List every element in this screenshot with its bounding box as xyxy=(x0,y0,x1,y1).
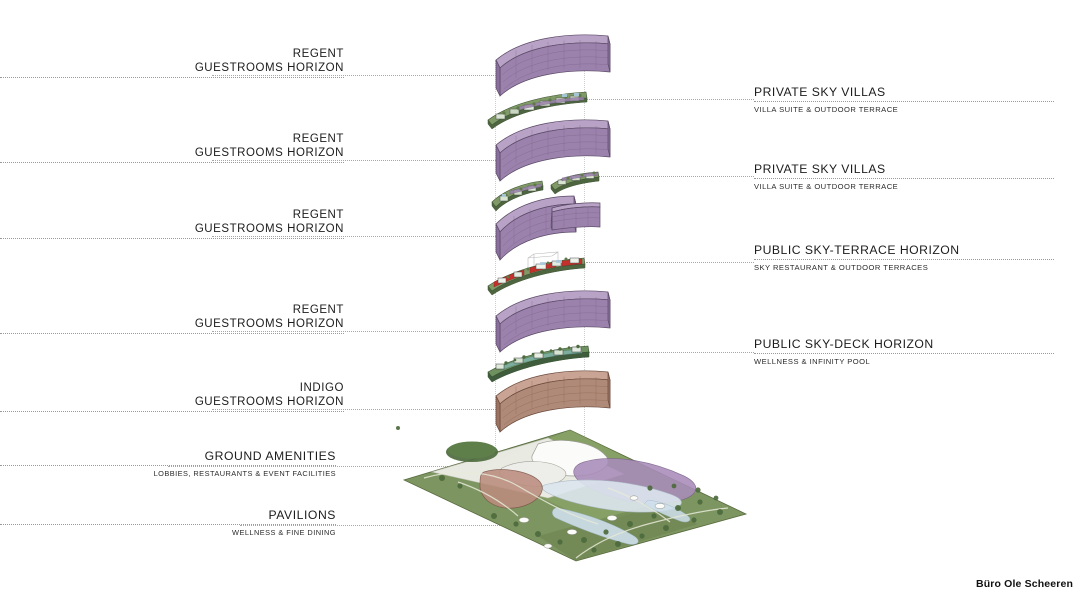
leader-sky-terrace xyxy=(586,262,754,263)
label-sky-terrace: PUBLIC SKY-TERRACE HORIZON SKY RESTAURAN… xyxy=(754,243,1054,273)
terrace-sky-deck xyxy=(484,340,599,383)
label-regent-3-rule xyxy=(0,237,344,239)
label-regent-2-line2: GUESTROOMS HORIZON xyxy=(194,146,344,159)
label-sky-villas-1-title: PRIVATE SKY VILLAS xyxy=(754,85,886,99)
vertical-guide-left xyxy=(495,60,496,460)
label-regent-1-line2: GUESTROOMS HORIZON xyxy=(194,61,344,74)
label-pavilions-title: PAVILIONS xyxy=(268,508,336,522)
leader-indigo-1 xyxy=(212,409,500,410)
label-regent-3-brand: REGENT xyxy=(292,209,344,221)
leader-ground xyxy=(168,466,468,467)
label-ground-amenities-rule xyxy=(0,465,336,466)
label-regent-1-brand: REGENT xyxy=(292,48,344,60)
leader-sky-villas-2 xyxy=(586,176,754,177)
slab-indigo-1 xyxy=(488,368,618,433)
label-pavilions: PAVILIONS WELLNESS & FINE DINING xyxy=(0,508,336,538)
label-sky-terrace-sub: SKY RESTAURANT & OUTDOOR TERRACES xyxy=(754,262,929,272)
label-regent-2: REGENT GUESTROOMS HORIZON xyxy=(0,133,344,163)
leader-regent-1 xyxy=(212,75,500,76)
label-regent-2-rule xyxy=(0,161,344,163)
leader-pavilions xyxy=(240,525,530,526)
label-sky-deck-sub: WELLNESS & INFINITY POOL xyxy=(754,356,871,366)
label-regent-4: REGENT GUESTROOMS HORIZON xyxy=(0,304,344,334)
label-regent-1-rule xyxy=(0,76,344,78)
label-sky-terrace-rule xyxy=(754,259,1054,260)
label-indigo-1-rule xyxy=(0,410,344,412)
terrace-sky-villas-2-right xyxy=(548,165,604,195)
label-regent-2-brand: REGENT xyxy=(292,133,344,145)
label-sky-villas-2: PRIVATE SKY VILLAS VILLA SUITE & OUTDOOR… xyxy=(754,162,1054,192)
label-regent-4-brand: REGENT xyxy=(292,304,344,316)
leader-regent-2 xyxy=(212,160,500,161)
terrace-sky-restaurant xyxy=(484,251,594,296)
label-ground-amenities-title: GROUND AMENITIES xyxy=(204,449,336,463)
label-sky-villas-1-rule xyxy=(754,101,1054,102)
slab-regent-4 xyxy=(488,288,618,353)
label-sky-terrace-title: PUBLIC SKY-TERRACE HORIZON xyxy=(754,243,960,257)
label-regent-3-line2: GUESTROOMS HORIZON xyxy=(194,222,344,235)
slab-regent-2 xyxy=(488,117,618,182)
label-regent-4-line2: GUESTROOMS HORIZON xyxy=(194,317,344,330)
label-ground-amenities: GROUND AMENITIES LOBBIES, RESTAURANTS & … xyxy=(0,449,336,479)
label-pavilions-sub: WELLNESS & FINE DINING xyxy=(232,527,336,537)
label-regent-3: REGENT GUESTROOMS HORIZON xyxy=(0,209,344,239)
terrace-sky-villas-1 xyxy=(484,88,594,130)
slab-regent-1 xyxy=(488,32,618,97)
label-regent-1: REGENT GUESTROOMS HORIZON xyxy=(0,48,344,78)
studio-logo: Büro Ole Scheeren xyxy=(976,578,1074,590)
label-indigo-1-brand: INDIGO xyxy=(299,382,344,394)
label-sky-deck: PUBLIC SKY-DECK HORIZON WELLNESS & INFIN… xyxy=(754,337,1054,367)
label-sky-deck-title: PUBLIC SKY-DECK HORIZON xyxy=(754,337,934,351)
label-sky-villas-1-sub: VILLA SUITE & OUTDOOR TERRACE xyxy=(754,104,899,114)
leader-sky-villas-1 xyxy=(586,99,754,100)
leader-regent-3 xyxy=(212,236,500,237)
label-sky-deck-rule xyxy=(754,353,1054,354)
label-sky-villas-2-sub: VILLA SUITE & OUTDOOR TERRACE xyxy=(754,181,899,191)
label-regent-4-rule xyxy=(0,332,344,334)
label-sky-villas-2-rule xyxy=(754,178,1054,179)
slab-regent-3-annex xyxy=(548,200,604,234)
label-indigo-1-line2: GUESTROOMS HORIZON xyxy=(194,395,344,408)
label-ground-amenities-sub: LOBBIES, RESTAURANTS & EVENT FACILITIES xyxy=(153,468,336,478)
label-sky-villas-1: PRIVATE SKY VILLAS VILLA SUITE & OUTDOOR… xyxy=(754,85,1054,115)
site-ground-plan xyxy=(396,426,748,563)
leader-regent-4 xyxy=(212,331,500,332)
label-sky-villas-2-title: PRIVATE SKY VILLAS xyxy=(754,162,886,176)
terrace-sky-villas-2-left xyxy=(488,176,548,212)
label-pavilions-rule xyxy=(0,524,336,525)
leader-sky-deck xyxy=(586,352,754,353)
label-indigo-1: INDIGO GUESTROOMS HORIZON xyxy=(0,382,344,412)
